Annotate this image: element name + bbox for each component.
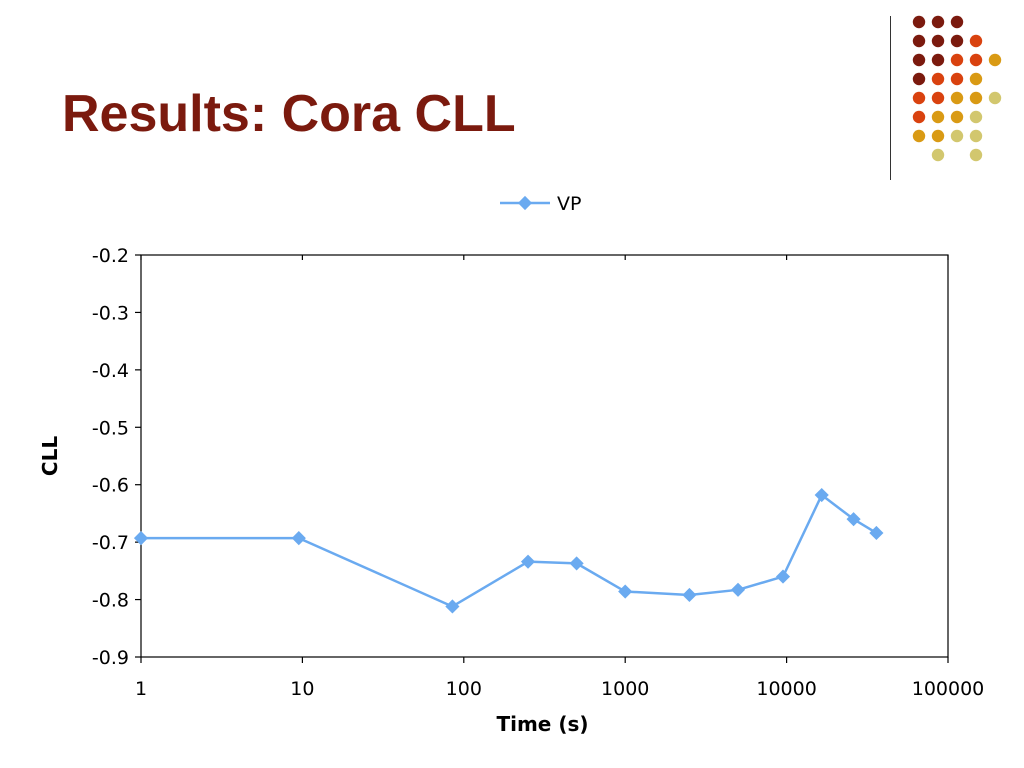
decorative-dot [912,34,926,48]
legend-marker-vp [517,195,533,211]
decorative-dot [931,148,945,162]
x-tick-label: 10 [290,678,314,700]
y-tick-label: -0.4 [92,360,129,382]
decorative-dot [950,110,964,124]
decorative-dot [931,15,945,29]
data-point-marker [846,512,861,527]
data-point-marker [133,531,149,546]
y-tick-label: -0.5 [92,417,129,439]
data-point-marker [775,569,791,584]
decorative-dot [969,72,983,86]
decorative-dot [912,110,926,124]
data-point-marker [682,587,697,603]
y-tick-label: -0.7 [92,532,129,554]
x-tick-label: 1000 [601,678,649,700]
decorative-dot [969,34,983,48]
x-axis-tick-labels: 1 10 100 1000 10000 100000 [135,678,984,700]
chart-axes [135,254,949,663]
decorative-dot [969,129,983,143]
slide-title: Results: Cora CLL [62,85,516,143]
y-axis-tick-labels: -0.2 -0.3 -0.4 -0.5 -0.6 -0.7 -0.8 -0.9 [92,245,129,669]
data-point-marker [869,525,884,541]
decorative-dot [912,129,926,143]
title-divider-line [890,16,891,180]
decorative-dot [988,53,1002,67]
decorative-dot [950,129,964,143]
x-tick-label: 1 [135,678,147,700]
y-tick-label: -0.9 [92,647,129,669]
cll-line-chart: VP -0.2-0.3-0.4-0.5-0.6-0.7-0.8-0.9 1 10 1… [38,193,984,736]
data-point-marker [618,584,633,599]
decorative-dot [969,91,983,105]
x-tick-label: 100 [446,678,482,700]
decorative-dot [931,72,945,86]
decorative-dot [931,53,945,67]
decorative-dot [950,91,964,105]
x-axis-title: Time (s) [496,712,588,736]
data-point-marker [520,554,536,569]
decorative-dot [950,15,964,29]
decorative-dot [931,34,945,48]
chart-legend: VP [500,193,581,215]
y-tick-label: -0.2 [92,245,129,267]
decorative-dot [969,53,983,67]
decorative-dot [912,53,926,67]
x-tick-label: 100000 [912,678,985,700]
y-tick-label: -0.6 [92,475,129,497]
decorative-dot [931,129,945,143]
decorative-dot [969,110,983,124]
decorative-dot [950,34,964,48]
y-axis-title: CLL [38,436,62,476]
data-point-marker [445,599,460,614]
x-tick-label: 10000 [756,678,816,700]
legend-label-vp: VP [557,193,581,215]
decorative-dot [912,15,926,29]
data-point-marker [814,487,829,503]
y-tick-label: -0.8 [92,590,129,612]
data-point-marker [730,582,746,597]
decorative-dot [950,72,964,86]
data-point-marker [291,531,306,546]
data-point-marker [569,556,584,571]
decorative-dot [912,91,926,105]
plot-area-frame [140,254,949,658]
series-markers-vp [133,487,884,614]
decorative-dot [969,148,983,162]
y-tick-label: -0.3 [92,302,129,324]
decorative-dot [931,91,945,105]
decorative-dot-grid [912,15,1002,162]
decorative-dot [950,53,964,67]
series-line-vp [141,493,878,608]
decorative-dot [988,91,1002,105]
decorative-dot [912,72,926,86]
decorative-dot [931,110,945,124]
